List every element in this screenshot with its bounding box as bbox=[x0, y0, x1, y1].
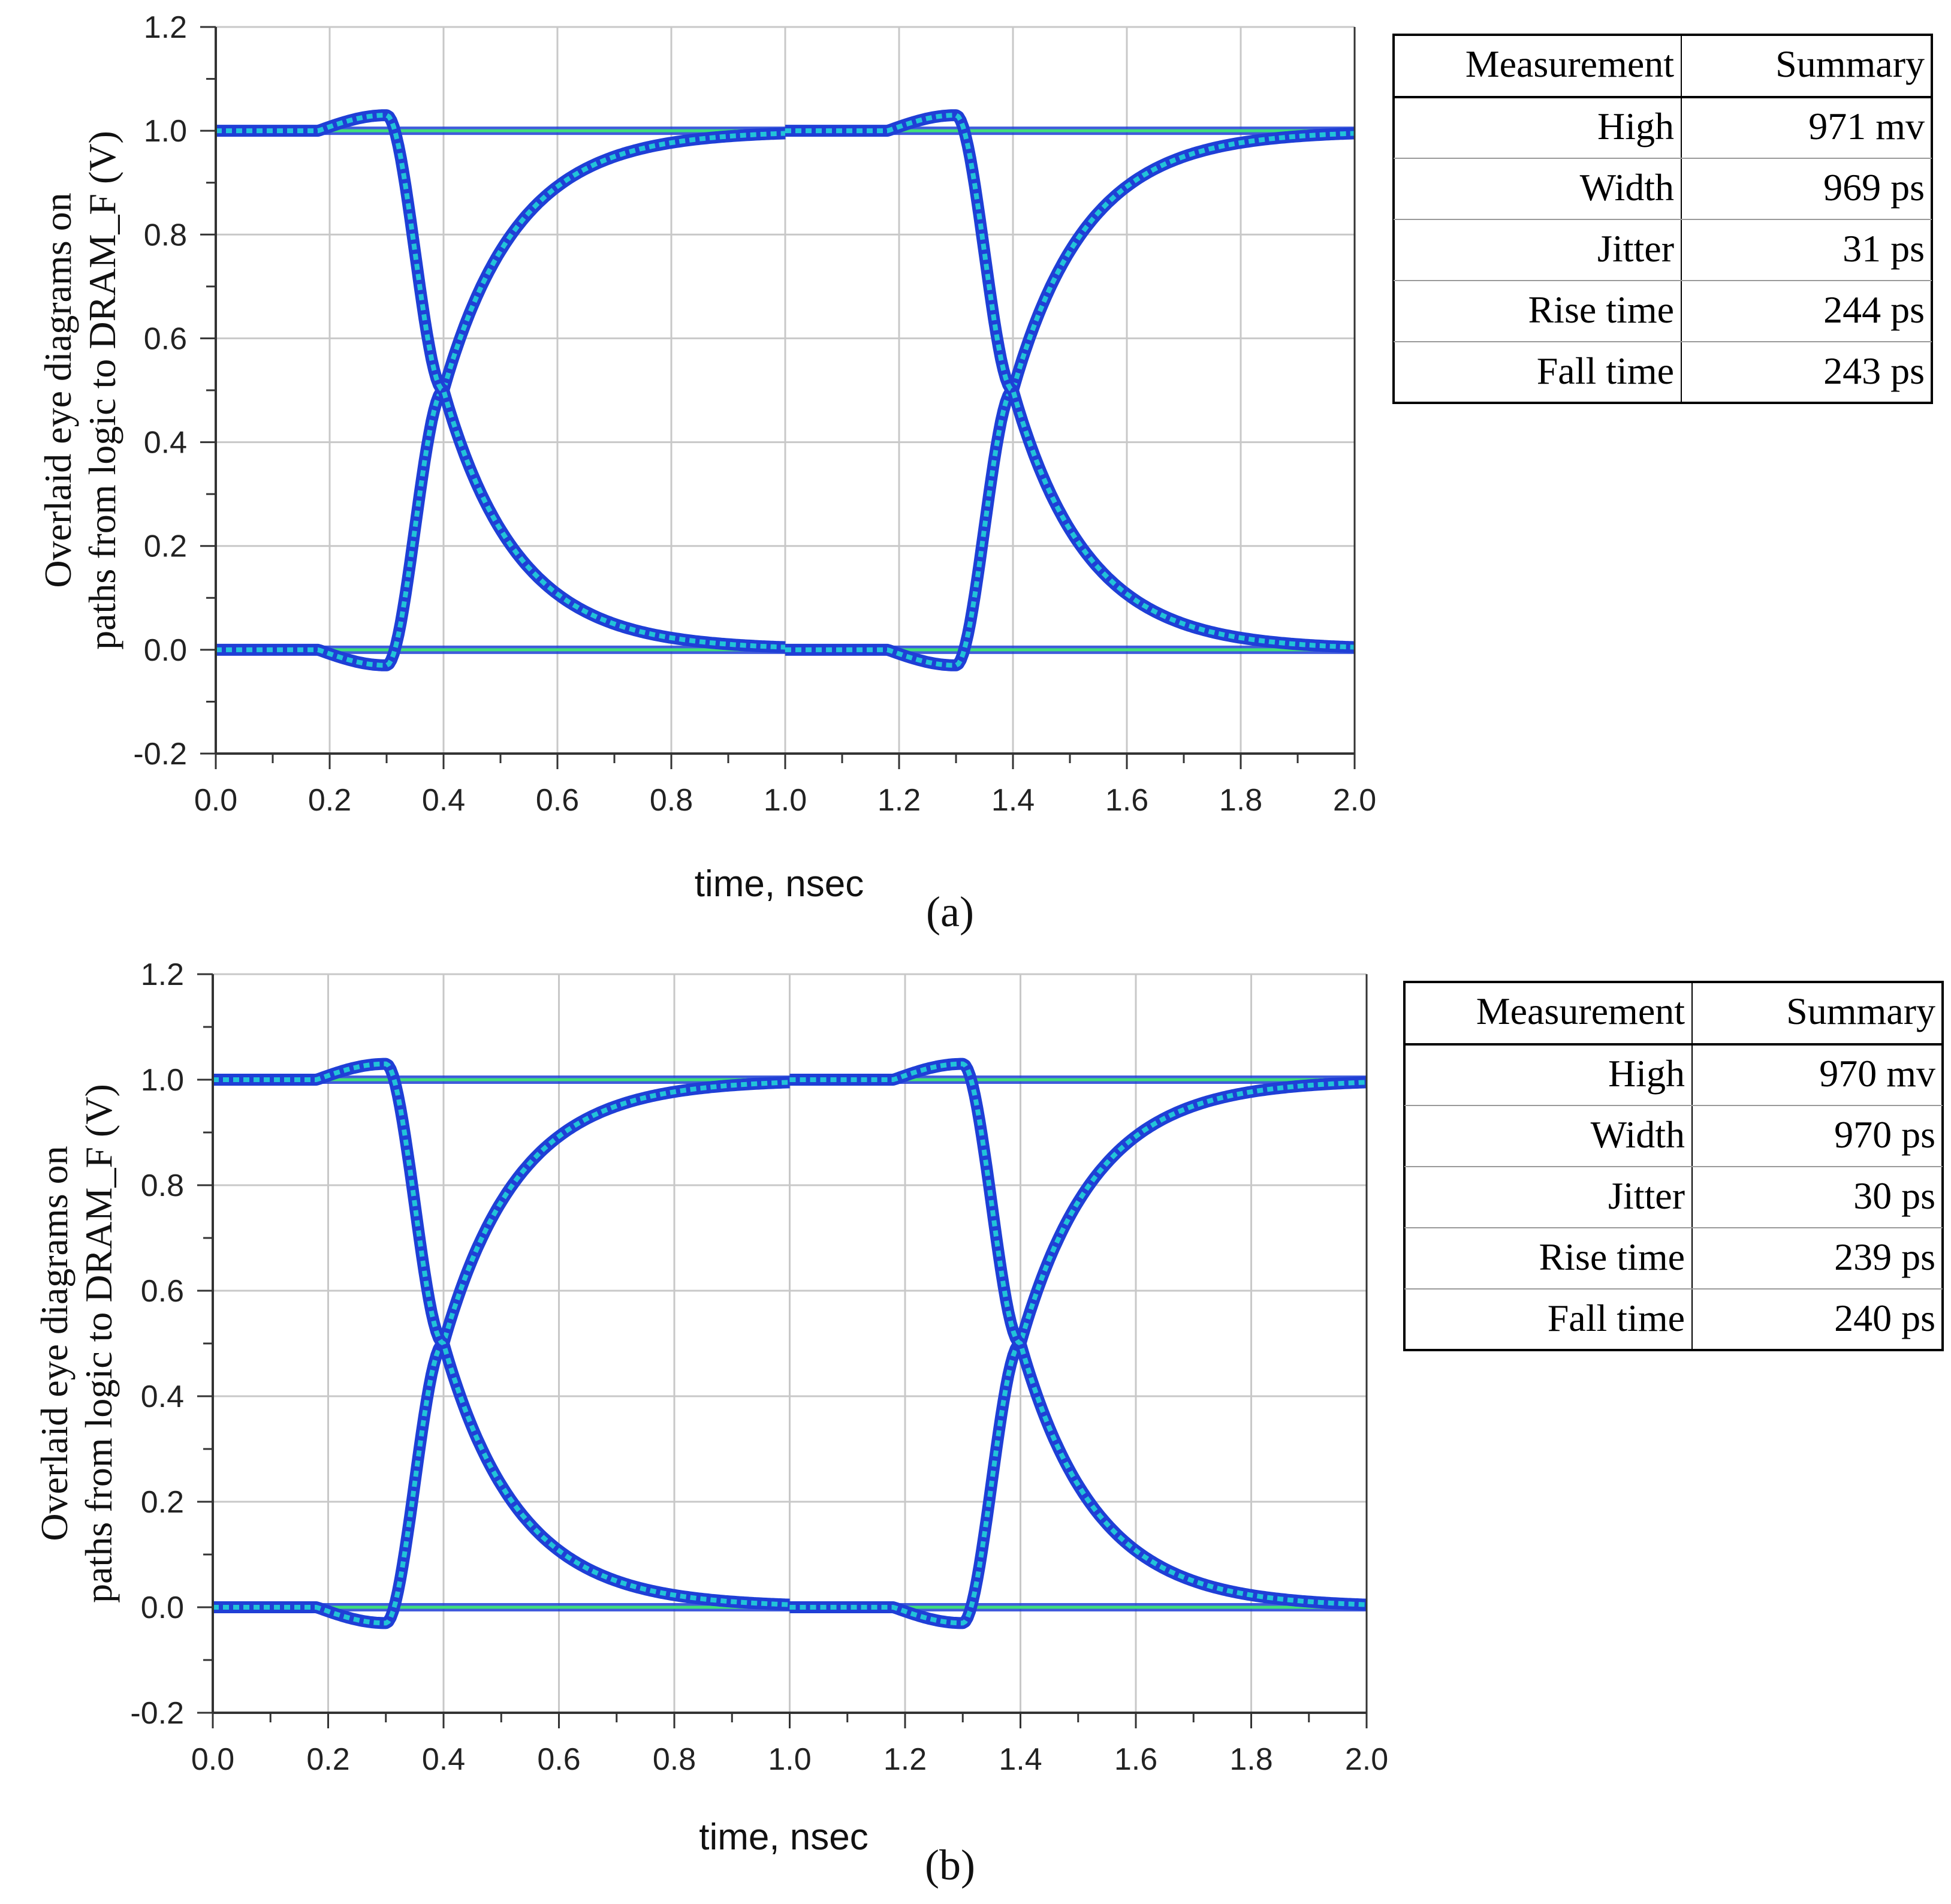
table-measurement-name: Width bbox=[1591, 1113, 1685, 1156]
x-tick-label: 1.6 bbox=[1105, 783, 1148, 818]
x-tick-label: 1.2 bbox=[883, 1742, 927, 1777]
table-header-measurement: Measurement bbox=[1465, 43, 1675, 85]
x-axis-title: time, nsec bbox=[695, 863, 864, 905]
y-tick-label: 1.2 bbox=[141, 957, 184, 992]
x-tick-label: 0.4 bbox=[422, 1742, 465, 1777]
y-axis-title-line: paths from logic to DRAM_F (V) bbox=[81, 131, 123, 650]
y-tick-label: 1.2 bbox=[144, 10, 187, 45]
falling-edge-1-inner bbox=[216, 113, 786, 650]
y-tick-label: -0.2 bbox=[130, 1696, 184, 1731]
x-tick-label: 0.4 bbox=[422, 783, 465, 818]
table-measurement-name: Jitter bbox=[1608, 1174, 1685, 1217]
y-tick-label: 1.0 bbox=[144, 114, 187, 149]
x-tick-label: 0.0 bbox=[194, 783, 237, 818]
table-measurement-value: 969 ps bbox=[1823, 166, 1925, 209]
eye-traces bbox=[216, 109, 1355, 671]
rising-edge-2-inner bbox=[785, 131, 1355, 668]
x-tick-label: 1.2 bbox=[878, 783, 921, 818]
table-measurement-name: Width bbox=[1580, 166, 1674, 209]
table-measurement-name: Jitter bbox=[1597, 227, 1674, 270]
table-measurement-value: 970 ps bbox=[1834, 1113, 1935, 1156]
x-tick-label: 1.4 bbox=[991, 783, 1035, 818]
y-tick-label: 0.6 bbox=[141, 1274, 184, 1309]
y-tick-label: 0.2 bbox=[141, 1485, 184, 1520]
falling-edge-2-inner bbox=[785, 113, 1355, 650]
x-tick-label: 0.2 bbox=[308, 783, 351, 818]
x-tick-label: 1.8 bbox=[1229, 1742, 1272, 1777]
y-tick-label: 0.2 bbox=[144, 529, 187, 564]
y-tick-label: 0.0 bbox=[144, 633, 187, 668]
y-tick-label: 0.4 bbox=[141, 1379, 184, 1414]
eye-traces bbox=[213, 1058, 1367, 1629]
table-measurement-value: 970 mv bbox=[1819, 1052, 1935, 1095]
x-tick-label: 0.6 bbox=[537, 1742, 580, 1777]
panel-label: (b) bbox=[925, 1841, 975, 1889]
x-tick-label: 1.4 bbox=[999, 1742, 1042, 1777]
table-measurement-name: Fall time bbox=[1548, 1297, 1685, 1339]
y-axis-title-line: paths from logic to DRAM_F (V) bbox=[77, 1084, 120, 1603]
y-tick-label: 0.6 bbox=[144, 321, 187, 356]
table-measurement-value: 31 ps bbox=[1843, 227, 1925, 270]
table-measurement-name: High bbox=[1608, 1052, 1685, 1095]
y-axis-title-line: Overlaid eye diagrams on bbox=[37, 192, 79, 588]
measurement-table: Measurement Summary High 971 mv Width 969 ps J… bbox=[1392, 34, 1933, 404]
table-measurement-value: 244 ps bbox=[1823, 288, 1925, 331]
x-tick-label: 0.6 bbox=[536, 783, 579, 818]
x-tick-label: 2.0 bbox=[1333, 783, 1376, 818]
table-header-summary: Summary bbox=[1786, 990, 1935, 1032]
rising-edge-2-inner bbox=[789, 1080, 1367, 1626]
y-tick-label: 0.0 bbox=[141, 1590, 184, 1625]
table-measurement-name: Fall time bbox=[1537, 350, 1674, 392]
table-measurement-value: 30 ps bbox=[1853, 1174, 1935, 1217]
table-measurement-name: Rise time bbox=[1539, 1236, 1685, 1278]
x-tick-label: 1.6 bbox=[1114, 1742, 1157, 1777]
eye-diagram-panel-b: 0.0 0.2 0.4 0.6 0.8 1.0 1.2 1.4 1.6 1.8 2.0-0.20.0… bbox=[33, 957, 1944, 1889]
measurement-table: Measurement Summary High 970 mv Width 970 ps J… bbox=[1403, 981, 1944, 1351]
falling-edge-1-inner bbox=[213, 1061, 790, 1607]
falling-edge-2-inner bbox=[789, 1061, 1367, 1607]
eye-diagram-panel-a: 0.0 0.2 0.4 0.6 0.8 1.0 1.2 1.4 1.6 1.8 2.0-0.20.0… bbox=[37, 10, 1933, 936]
x-tick-label: 0.2 bbox=[306, 1742, 349, 1777]
x-tick-label: 1.0 bbox=[768, 1742, 811, 1777]
x-tick-label: 2.0 bbox=[1345, 1742, 1388, 1777]
y-axis-title-line: Overlaid eye diagrams on bbox=[33, 1146, 76, 1541]
x-axis-title: time, nsec bbox=[699, 1816, 869, 1858]
table-measurement-value: 240 ps bbox=[1834, 1297, 1935, 1339]
y-tick-label: -0.2 bbox=[133, 737, 187, 772]
x-tick-label: 0.8 bbox=[650, 783, 693, 818]
table-header-measurement: Measurement bbox=[1476, 990, 1685, 1032]
table-measurement-value: 239 ps bbox=[1834, 1236, 1935, 1278]
x-tick-label: 0.0 bbox=[191, 1742, 234, 1777]
table-measurement-name: Rise time bbox=[1528, 288, 1674, 331]
table-header-summary: Summary bbox=[1775, 43, 1925, 85]
y-tick-label: 0.8 bbox=[141, 1168, 184, 1203]
table-measurement-name: High bbox=[1597, 105, 1674, 147]
table-measurement-value: 971 mv bbox=[1808, 105, 1925, 147]
x-tick-label: 1.0 bbox=[764, 783, 807, 818]
x-tick-label: 1.8 bbox=[1219, 783, 1262, 818]
x-tick-label: 0.8 bbox=[653, 1742, 696, 1777]
y-tick-label: 0.8 bbox=[144, 218, 187, 252]
panel-label: (a) bbox=[926, 888, 974, 936]
table-measurement-value: 243 ps bbox=[1823, 350, 1925, 392]
rising-edge-1-inner bbox=[213, 1080, 790, 1626]
y-tick-label: 1.0 bbox=[141, 1063, 184, 1098]
rising-edge-1-inner bbox=[216, 131, 786, 668]
y-tick-label: 0.4 bbox=[144, 426, 187, 460]
